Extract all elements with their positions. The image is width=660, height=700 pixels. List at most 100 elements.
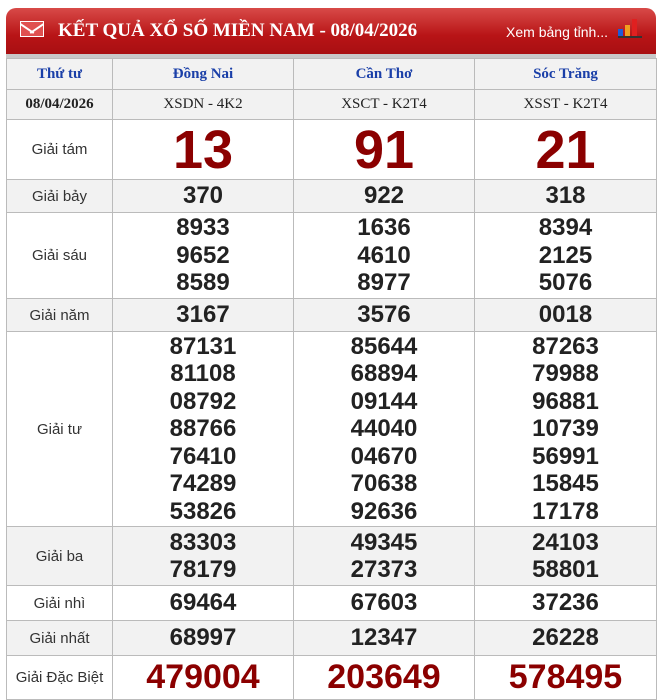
panel-header: KẾT QUẢ XỔ SỐ MIỀN NAM - 08/04/2026 Xem … <box>6 8 656 54</box>
prize-number: 27373 <box>350 556 418 583</box>
prize-number: 70638 <box>350 470 418 498</box>
prize-number: 203649 <box>327 658 441 696</box>
prize-number: 26228 <box>532 624 599 652</box>
prize-cell: 1636 4610 8977 <box>293 212 475 299</box>
province-name[interactable]: Đồng Nai <box>112 58 294 90</box>
prize-cell: 3576 <box>293 298 475 332</box>
prize-number: 56991 <box>532 442 599 470</box>
prize-number: 74289 <box>169 470 237 498</box>
prize-cell: 203649 <box>293 655 475 700</box>
page-title: KẾT QUẢ XỔ SỐ MIỀN NAM - 08/04/2026 <box>58 20 418 41</box>
prize-label: Giải sáu <box>6 212 113 299</box>
prize-label: Giải ba <box>6 526 113 586</box>
prize-number: 49345 <box>350 528 418 556</box>
prize-number: 8589 <box>176 269 230 297</box>
prize-cell: 68997 <box>112 620 294 656</box>
prize-number: 3576 <box>357 301 411 329</box>
prize-number: 58801 <box>532 556 599 583</box>
prize-cell: 83303 78179 <box>112 526 294 586</box>
prize-number: 4610 <box>357 241 411 269</box>
prize-label: Giải tư <box>6 331 113 527</box>
prize-number: 85644 <box>350 332 418 360</box>
prize-number: 87263 <box>532 332 599 360</box>
prize-number: 83303 <box>169 528 237 556</box>
prize-number: 88766 <box>169 415 237 443</box>
prize-number: 8977 <box>357 269 411 297</box>
prize-cell: 49345 27373 <box>293 526 475 586</box>
prize-cell: 12347 <box>293 620 475 656</box>
prize-cell: 578495 <box>474 655 657 700</box>
draw-date: 08/04/2026 <box>6 89 113 120</box>
prize-number: 37236 <box>532 589 599 617</box>
prize-row: Giải năm 3167 3576 0018 <box>6 298 657 332</box>
prize-row: Giải nhì 69464 67603 37236 <box>6 585 657 621</box>
prize-label: Giải nhì <box>6 585 113 621</box>
prize-number: 13 <box>172 119 234 180</box>
prize-cell: 26228 <box>474 620 657 656</box>
prize-number: 68997 <box>169 624 237 652</box>
ticket-code: XSCT - K2T4 <box>293 89 475 120</box>
prize-number: 44040 <box>350 415 418 443</box>
ticket-code: XSDN - 4K2 <box>112 89 294 120</box>
prize-row: Giải Đặc Biệt 479004 203649 578495 <box>6 655 657 700</box>
prize-label: Giải năm <box>6 298 113 332</box>
prize-number: 78179 <box>169 556 237 583</box>
prize-number: 922 <box>363 182 405 210</box>
prize-cell: 479004 <box>112 655 294 700</box>
ticket-code: XSST - K2T4 <box>474 89 657 120</box>
prize-number: 21 <box>535 119 596 180</box>
prize-cell: 87131 81108 08792 88766 76410 74289 53826 <box>112 331 294 527</box>
prize-number: 479004 <box>146 658 260 696</box>
prize-label: Giải tám <box>6 119 113 180</box>
prize-cell: 8933 9652 8589 <box>112 212 294 299</box>
prize-number: 15845 <box>532 470 599 498</box>
code-row: 08/04/2026 XSDN - 4K2 XSCT - K2T4 XSST -… <box>6 89 657 120</box>
view-provinces-link[interactable]: Xem bảng tỉnh... <box>506 24 608 40</box>
prize-number: 318 <box>545 182 586 210</box>
prize-label: Giải nhất <box>6 620 113 656</box>
prize-row: Giải nhất 68997 12347 26228 <box>6 620 657 656</box>
prize-cell: 67603 <box>293 585 475 621</box>
results-panel: KẾT QUẢ XỔ SỐ MIỀN NAM - 08/04/2026 Xem … <box>6 8 657 700</box>
prize-label: Giải bảy <box>6 179 113 213</box>
bar-chart-icon[interactable] <box>618 18 642 38</box>
day-label: Thứ tư <box>6 58 113 90</box>
prize-number: 09144 <box>350 387 418 415</box>
province-name[interactable]: Cần Thơ <box>293 58 475 90</box>
prize-cell: 13 <box>112 119 294 180</box>
prize-number: 92636 <box>350 497 418 525</box>
prize-number: 8933 <box>176 214 230 242</box>
prize-number: 9652 <box>176 241 230 269</box>
prize-number: 79988 <box>532 360 599 388</box>
prize-cell: 21 <box>474 119 657 180</box>
prize-cell: 37236 <box>474 585 657 621</box>
prize-number: 81108 <box>170 360 236 388</box>
prize-number: 17178 <box>532 497 599 525</box>
prize-number: 8394 <box>538 214 593 242</box>
prize-number: 2125 <box>538 241 593 269</box>
prize-number: 1636 <box>357 214 411 242</box>
prize-number: 68894 <box>350 360 418 388</box>
prize-number: 0018 <box>538 301 593 329</box>
prize-number: 12347 <box>350 624 418 652</box>
mail-icon <box>20 21 44 37</box>
prize-cell: 922 <box>293 179 475 213</box>
prize-number: 76410 <box>169 442 237 470</box>
prize-row: Giải bảy 370 922 318 <box>6 179 657 213</box>
prize-cell: 0018 <box>474 298 657 332</box>
prize-number: 91 <box>353 119 415 180</box>
province-name[interactable]: Sóc Trăng <box>474 58 657 90</box>
prize-number: 87131 <box>169 332 237 360</box>
prize-number: 3167 <box>176 301 230 329</box>
prize-row: Giải sáu 8933 9652 8589 1636 4610 8977 8394 2125… <box>6 212 657 299</box>
prize-number: 370 <box>182 182 224 210</box>
prize-number: 24103 <box>532 528 599 556</box>
prize-number: 69464 <box>169 589 237 617</box>
prize-number: 96881 <box>532 387 599 415</box>
results-table: Thứ tư Đồng Nai Cần Thơ Sóc Trăng 08/04/… <box>6 58 657 700</box>
prize-number: 53826 <box>169 497 237 525</box>
prize-number: 5076 <box>538 269 593 297</box>
province-header-row: Thứ tư Đồng Nai Cần Thơ Sóc Trăng <box>6 58 657 90</box>
prize-cell: 69464 <box>112 585 294 621</box>
prize-cell: 87263 79988 96881 10739 56991 15845 17178 <box>474 331 657 527</box>
